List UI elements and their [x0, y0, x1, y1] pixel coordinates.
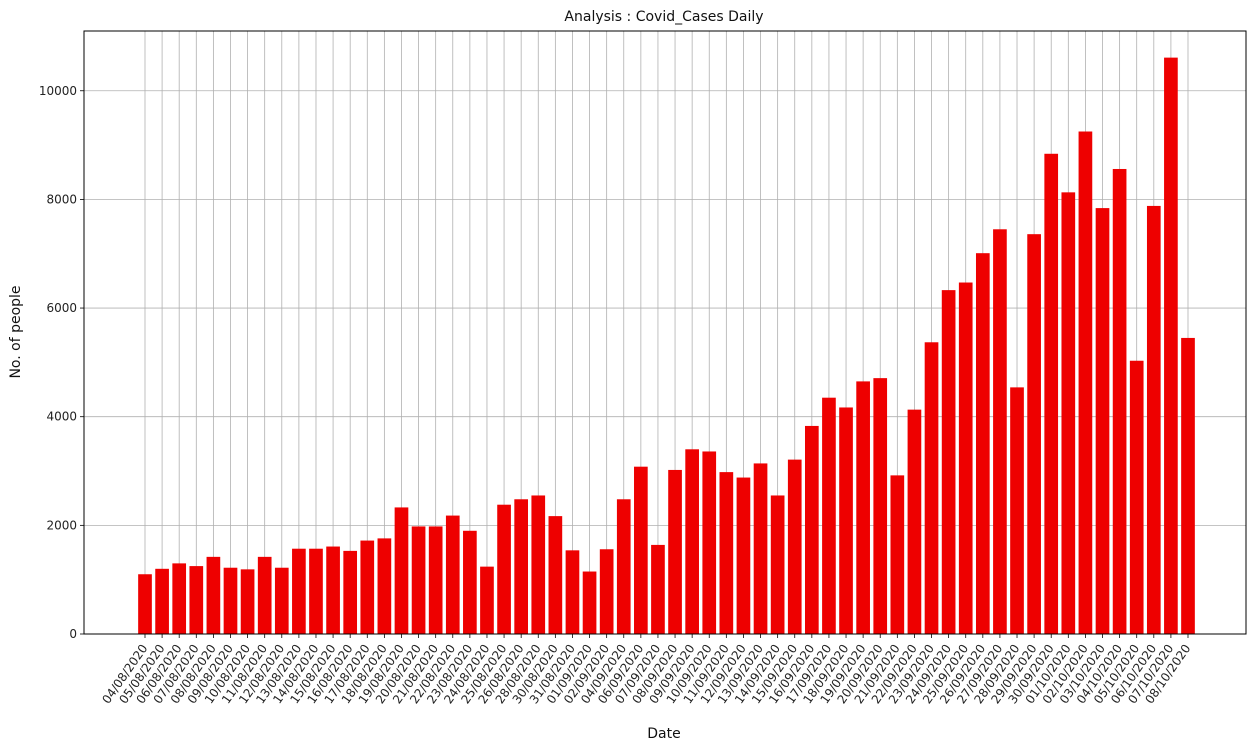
bar	[257, 556, 272, 634]
bars	[138, 57, 1195, 635]
bar	[787, 459, 802, 634]
bar	[1129, 360, 1144, 634]
bar	[565, 550, 580, 634]
bar	[497, 504, 511, 634]
bar	[172, 563, 187, 634]
bar	[445, 515, 460, 634]
bar	[958, 282, 973, 634]
y-tick-label: 8000	[46, 192, 77, 206]
bar	[155, 568, 169, 634]
bar	[582, 571, 597, 634]
bar	[924, 342, 939, 634]
bar	[634, 466, 648, 634]
bar	[993, 229, 1007, 634]
bar	[941, 290, 956, 634]
bar	[873, 378, 888, 634]
chart-title: Analysis : Covid_Cases Daily	[564, 9, 763, 25]
bar	[975, 253, 990, 634]
bar	[463, 530, 477, 634]
bar	[206, 556, 221, 634]
x-axis-ticks: 04/08/202005/08/202006/08/202007/08/2020…	[99, 634, 1193, 706]
bar	[1181, 337, 1195, 634]
bar	[907, 409, 922, 634]
y-tick-label: 10000	[39, 84, 77, 98]
y-axis-ticks: 0 2000 4000 6000 8000 10000	[39, 84, 84, 641]
bar	[651, 544, 665, 634]
bar	[240, 569, 255, 634]
bar	[890, 475, 905, 634]
bar	[292, 548, 306, 634]
bar	[1061, 192, 1076, 634]
bar	[1078, 131, 1093, 634]
bar	[685, 449, 699, 634]
bar	[856, 381, 870, 634]
bar	[514, 499, 529, 634]
y-tick-label: 0	[69, 627, 77, 641]
bar	[428, 526, 443, 634]
bar	[616, 499, 631, 634]
y-tick-label: 4000	[46, 410, 77, 424]
bar	[753, 463, 768, 634]
plot-area-frame	[83, 30, 1247, 635]
bar	[1112, 168, 1127, 635]
bar	[736, 477, 751, 634]
bar	[531, 495, 546, 634]
bar	[411, 526, 426, 634]
bar	[1146, 205, 1161, 635]
bar	[480, 566, 494, 634]
bar	[394, 507, 409, 634]
bar	[702, 451, 717, 634]
y-tick-label: 6000	[46, 301, 77, 315]
bar	[189, 566, 204, 634]
bar	[360, 540, 375, 634]
bar	[839, 407, 853, 634]
bar	[548, 516, 563, 634]
bar	[1164, 57, 1178, 635]
bar	[1027, 234, 1041, 634]
bar	[343, 550, 358, 634]
bar	[1010, 387, 1024, 634]
bar	[223, 567, 238, 634]
bar	[1044, 153, 1059, 634]
bar	[804, 425, 819, 634]
bar	[822, 397, 836, 634]
y-axis-label: No. of people	[8, 285, 24, 378]
bar	[770, 495, 785, 634]
bar	[309, 548, 323, 634]
bar	[668, 469, 682, 634]
bar	[1095, 208, 1110, 634]
bar	[138, 574, 152, 634]
bar	[326, 546, 340, 634]
bar	[274, 567, 289, 634]
bar	[719, 472, 734, 634]
y-tick-label: 2000	[46, 518, 77, 532]
x-axis-label: Date	[647, 726, 680, 742]
bar	[599, 549, 614, 634]
bar	[377, 538, 392, 634]
